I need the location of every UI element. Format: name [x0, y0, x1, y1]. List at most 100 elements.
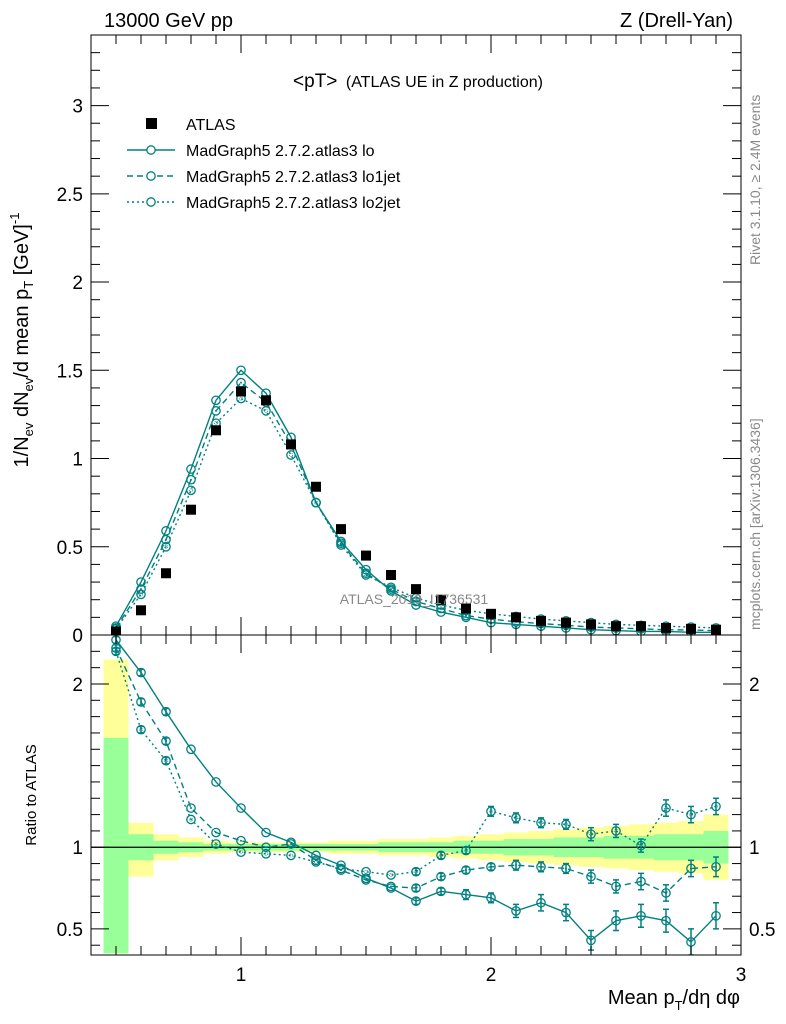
ratio-point-1-12: [411, 883, 421, 893]
ratio-point-2-23: [686, 805, 696, 824]
upper-point-3-2: [161, 541, 171, 552]
ratio-point-1-21: [636, 872, 646, 891]
legend-label-0: ATLAS: [186, 117, 236, 134]
legend-item-0: ATLAS: [146, 117, 236, 134]
plot-title-sub: (ATLAS UE in Z production): [346, 74, 543, 91]
upper-ylabel: 1/Nev dNev/d mean pT [GeV]-1: [7, 213, 36, 468]
ratio-point-1-22: [661, 884, 671, 902]
ratio-point-0-22: [661, 908, 671, 933]
band-green-0: [103, 737, 129, 954]
upper-point-1-4: [211, 395, 221, 406]
ratio-point-0-24: [711, 902, 721, 930]
upper-ytick-label: 0.5: [57, 538, 83, 559]
upper-ytick-label: 0: [72, 626, 83, 647]
ratio-point-1-20: [611, 879, 621, 894]
ratio-point-0-20: [611, 910, 621, 932]
ratio-point-1-11: [386, 881, 396, 892]
ratio-point-1-17: [536, 861, 546, 873]
ratio-point-2-19: [586, 826, 596, 842]
ratio-point-0-17: [536, 893, 546, 912]
ratio-point-0-4: [211, 777, 221, 787]
ratio-point-0-16: [511, 903, 521, 919]
ratio-point-0-2: [161, 706, 171, 717]
ratio-point-2-0: [111, 646, 121, 657]
legend: ATLAS MadGraph5 2.7.2.atlas3 lo MadGraph5 …: [127, 117, 401, 212]
ratio-point-0-15: [486, 892, 496, 904]
lower-ytick-label-left: 1: [72, 838, 83, 859]
ratio-point-2-20: [611, 823, 621, 839]
ratio-point-2-16: [511, 812, 521, 824]
ratio-point-2-5: [236, 847, 246, 857]
atlas-point-19: [586, 619, 596, 630]
ratio-point-2-11: [386, 870, 396, 880]
ratio-point-2-24: [711, 797, 721, 816]
plot-title-main: <pT>: [293, 71, 337, 92]
upper-point-1-3: [186, 464, 196, 474]
upper-point-3-10: [361, 570, 371, 580]
ratio-point-0-3: [186, 744, 196, 755]
xtick-label: 1: [236, 965, 247, 986]
upper-point-3-9: [336, 540, 346, 550]
legend-label-2: MadGraph5 2.7.2.atlas3 lo1jet: [186, 169, 401, 186]
watermark: ATLAS_2019_I1736531: [340, 591, 489, 607]
ratio-series-line-2: [115, 651, 717, 876]
ratio-point-1-14: [461, 865, 471, 875]
ratio-point-0-12: [411, 896, 421, 906]
upper-point-3-3: [186, 485, 196, 496]
atlas-point-14: [461, 603, 471, 614]
upper-ytick-label: 2: [72, 273, 83, 294]
ratio-point-0-18: [561, 903, 571, 922]
atlas-point-8: [311, 481, 321, 492]
upper-point-2-4: [211, 406, 221, 416]
atlas-point-7: [286, 439, 296, 450]
atlas-point-18: [561, 617, 571, 628]
ratio-point-2-10: [361, 866, 371, 877]
upper-point-3-11: [386, 582, 396, 593]
legend-label-3: MadGraph5 2.7.2.atlas3 lo2jet: [186, 195, 401, 212]
upper-point-2-2: [161, 534, 171, 545]
lower-ytick-label-left: 0.5: [57, 920, 83, 941]
ratio-point-1-5: [236, 835, 246, 846]
atlas-point-16: [511, 612, 521, 623]
ratio-point-0-6: [261, 827, 271, 838]
upper-point-2-3: [186, 474, 196, 485]
lower-ytick-label-left: 2: [72, 675, 83, 696]
ratio-point-0-5: [236, 803, 246, 813]
lower-plot-area: 0.5 0.5 1 1 2 2 1 2 3: [57, 634, 775, 986]
ratio-point-0-14: [461, 888, 471, 901]
ratio-point-1-18: [561, 862, 571, 875]
ratio-point-2-22: [661, 799, 671, 817]
upper-point-2-5: [236, 377, 246, 388]
ratio-point-1-6: [261, 842, 271, 853]
atlas-point-1: [136, 605, 146, 616]
upper-point-1-5: [236, 365, 246, 376]
atlas-point-5: [236, 386, 246, 397]
legend-label-1: MadGraph5 2.7.2.atlas3 lo: [186, 143, 375, 160]
upper-ytick-label: 3: [72, 97, 83, 118]
ratio-point-2-7: [286, 850, 296, 861]
plot-title: <pT> (ATLAS UE in Z production): [293, 71, 543, 92]
lower-ylabel: Ratio to ATLAS: [23, 744, 40, 845]
legend-item-1: MadGraph5 2.7.2.atlas3 lo: [127, 143, 375, 160]
ratio-point-2-9: [336, 863, 346, 874]
upper-point-3-7: [286, 450, 296, 460]
atlas-point-17: [536, 615, 546, 626]
atlas-point-9: [336, 524, 346, 535]
ratio-point-2-18: [561, 818, 571, 831]
ratio-point-0-21: [636, 903, 646, 928]
ratio-point-1-7: [286, 839, 296, 849]
ratio-point-0-1: [136, 667, 146, 678]
atlas-point-3: [186, 504, 196, 515]
upper-ytick-label: 1.5: [57, 361, 83, 382]
ratio-point-1-4: [211, 827, 221, 838]
ratio-point-1-15: [486, 861, 496, 872]
ratio-point-2-21: [636, 838, 646, 853]
ratio-point-2-12: [411, 866, 421, 877]
ratio-point-2-15: [486, 805, 496, 817]
xtick-label: 2: [486, 965, 497, 986]
upper-panel: 0 0.5 1 1.5 2 2.5 3 ATLAS_2019_I1736531 <pT> (…: [7, 34, 742, 647]
ratio-point-2-13: [436, 850, 446, 861]
ratio-point-2-14: [461, 845, 471, 856]
ratio-point-2-2: [161, 755, 171, 766]
